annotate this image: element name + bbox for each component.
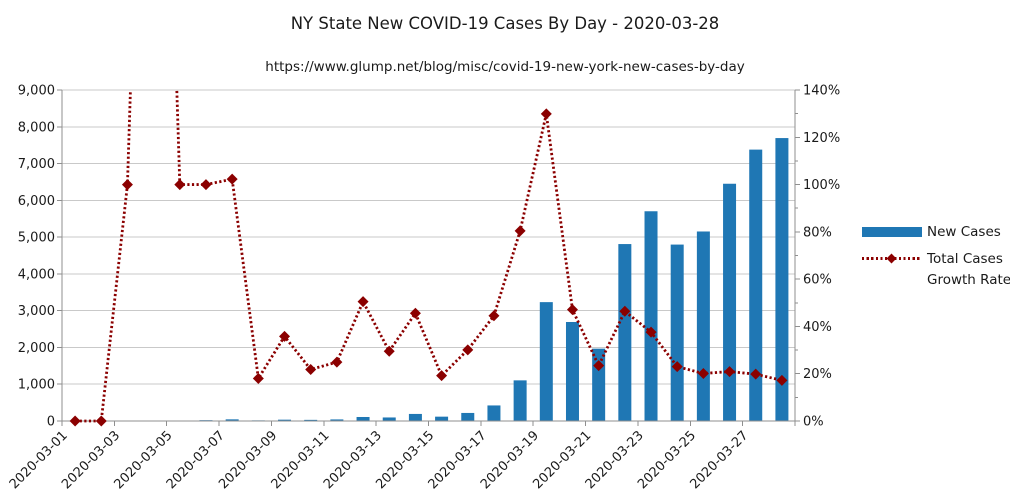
bar — [539, 302, 553, 421]
bar — [278, 419, 292, 421]
diamond-marker — [514, 225, 526, 237]
right-axis-tick-label: 80% — [803, 225, 832, 240]
bar — [565, 321, 579, 421]
bar — [644, 211, 658, 421]
diamond-marker — [488, 310, 500, 322]
left-axis-tick-label: 7,000 — [18, 157, 55, 172]
bar — [723, 183, 737, 421]
diamond-marker — [566, 304, 578, 316]
diamond-marker — [279, 330, 291, 342]
legend-bar-swatch — [862, 227, 922, 237]
diamond-marker — [383, 345, 395, 357]
diamond-marker — [95, 415, 107, 427]
right-axis-tick-label: 0% — [803, 415, 824, 430]
left-axis-tick-label: 3,000 — [18, 304, 55, 319]
diamond-marker — [671, 361, 683, 373]
diamond-marker — [331, 356, 343, 368]
bar — [225, 419, 239, 421]
left-axis-tick-label: 6,000 — [18, 194, 55, 209]
legend-line-swatch — [862, 253, 922, 263]
tick-labels: 0 1,000 2,000 3,000 4,000 5,000 6,000 7,000 8,00… — [7, 84, 840, 493]
legend-item-growth-rate: Total Cases Growth Rate — [862, 249, 1010, 291]
bar — [696, 231, 710, 421]
bar — [356, 416, 370, 421]
bar — [461, 412, 475, 421]
growth-rate-line-group — [69, 90, 788, 427]
diamond-marker — [645, 326, 657, 338]
bar — [618, 244, 632, 421]
left-axis-tick-label: 4,000 — [18, 267, 55, 282]
diamond-marker — [462, 344, 474, 356]
bar — [513, 380, 527, 421]
diamond-marker — [409, 307, 421, 319]
new-cases-bars — [68, 138, 789, 422]
diamond-marker — [724, 366, 736, 378]
diamond-marker — [200, 179, 212, 191]
diamond-marker — [776, 374, 788, 386]
diamond-marker — [750, 368, 762, 380]
axes — [57, 89, 800, 426]
legend-diamond-marker-icon — [886, 253, 897, 263]
left-axis-tick-label: 5,000 — [18, 231, 55, 246]
right-axis-tick-label: 60% — [803, 273, 832, 288]
bar — [775, 138, 789, 422]
right-axis-tick-label: 100% — [803, 178, 840, 193]
legend-item-new-cases: New Cases — [862, 221, 1010, 243]
left-axis-tick-label: 1,000 — [18, 378, 55, 393]
bar — [304, 419, 318, 421]
diamond-marker — [305, 363, 317, 375]
diamond-marker — [69, 415, 81, 427]
left-axis-tick-label: 2,000 — [18, 341, 55, 356]
legend-label-new-cases: New Cases — [927, 224, 1001, 240]
bar — [382, 417, 396, 421]
left-axis-tick-label: 0 — [47, 415, 55, 430]
diamond-marker — [619, 305, 631, 317]
bar — [592, 348, 606, 421]
diamond-marker — [226, 173, 238, 185]
page-title: NY State New COVID-19 Cases By Day - 202… — [290, 14, 720, 33]
right-axis-tick-label: 40% — [803, 320, 832, 335]
diamond-marker — [121, 179, 133, 191]
diamond-marker — [357, 296, 369, 308]
legend: New Cases Total Cases Growth Rate — [862, 221, 1010, 291]
diamond-marker — [436, 370, 448, 382]
growth-rate-line — [75, 90, 783, 423]
right-axis-tick-label: 20% — [803, 367, 832, 382]
left-axis-tick-label: 8,000 — [18, 120, 55, 135]
bar — [749, 149, 763, 422]
bar — [408, 413, 422, 421]
bar — [435, 416, 449, 421]
diamond-marker — [540, 108, 552, 120]
diamond-marker — [252, 372, 264, 384]
gridlines — [62, 89, 795, 385]
right-axis-tick-label: 140% — [803, 84, 840, 99]
right-axis-tick-label: 120% — [803, 131, 840, 146]
diamond-marker — [593, 360, 605, 372]
chart-subtitle-url: https://www.glump.net/blog/misc/covid-19… — [265, 59, 745, 75]
diamond-marker — [174, 179, 186, 191]
bar — [330, 419, 344, 421]
legend-label-growth-rate: Total Cases Growth Rate — [927, 251, 1010, 288]
bar — [487, 405, 501, 421]
bar — [670, 244, 684, 421]
diamond-marker — [697, 367, 709, 379]
left-axis-tick-label: 9,000 — [18, 84, 55, 99]
